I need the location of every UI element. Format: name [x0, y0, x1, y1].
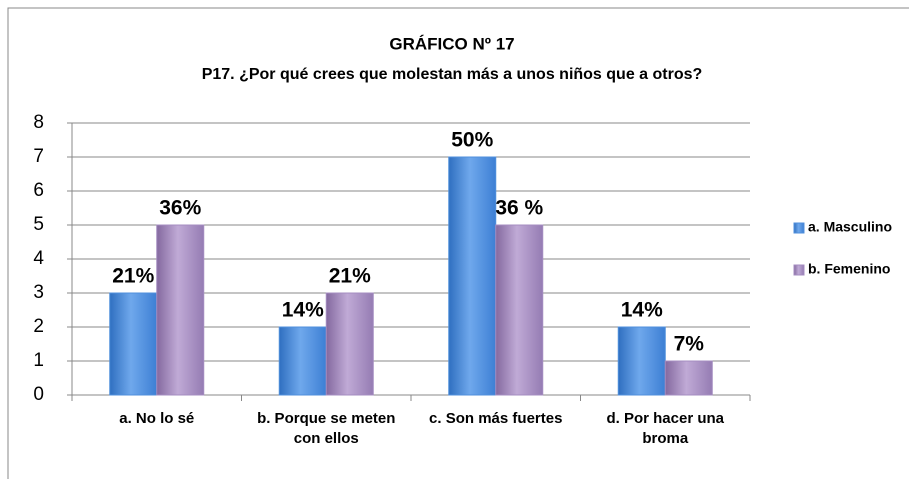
- data-label: 21%: [112, 265, 154, 288]
- data-label: 36 %: [495, 197, 543, 220]
- data-label: 14%: [282, 299, 324, 322]
- bar: [156, 224, 205, 396]
- chart-subtitle: P17. ¿Por qué crees que molestan más a u…: [202, 66, 703, 83]
- y-tick-label: 4: [33, 248, 44, 269]
- bar: [278, 326, 327, 396]
- bar: [664, 360, 713, 396]
- y-tick-label: 2: [33, 316, 44, 337]
- x-tick-label: a. No lo sé: [119, 410, 195, 427]
- y-tick-label: 8: [33, 112, 44, 133]
- bar: [325, 292, 374, 396]
- y-tick-label: 7: [33, 146, 44, 167]
- y-tick-label: 0: [33, 384, 44, 405]
- chart-border: [7, 7, 909, 479]
- data-label: 7%: [674, 333, 705, 356]
- x-tick-label: c. Son más fuertes: [429, 410, 563, 427]
- data-label: 14%: [621, 299, 663, 322]
- data-label: 36%: [159, 197, 201, 220]
- bar: [109, 292, 158, 396]
- bar: [495, 224, 544, 396]
- y-tick-label: 3: [33, 282, 44, 303]
- y-tick-label: 1: [33, 350, 44, 371]
- data-label: 50%: [451, 129, 493, 152]
- bar: [448, 156, 497, 396]
- y-tick-label: 5: [33, 214, 44, 235]
- chart-title: GRÁFICO Nº 17: [389, 34, 514, 53]
- x-tick-label: b. Porque se meten con ellos: [257, 410, 396, 447]
- legend-swatch: [793, 222, 805, 234]
- legend-label: b. Femenino: [808, 261, 890, 277]
- y-tick-label: 6: [33, 180, 44, 201]
- data-label: 21%: [329, 265, 371, 288]
- legend-label: a. Masculino: [808, 219, 892, 235]
- x-tick-label: d. Por hacer una broma: [606, 410, 725, 447]
- bar: [617, 326, 666, 396]
- legend-swatch: [793, 264, 805, 276]
